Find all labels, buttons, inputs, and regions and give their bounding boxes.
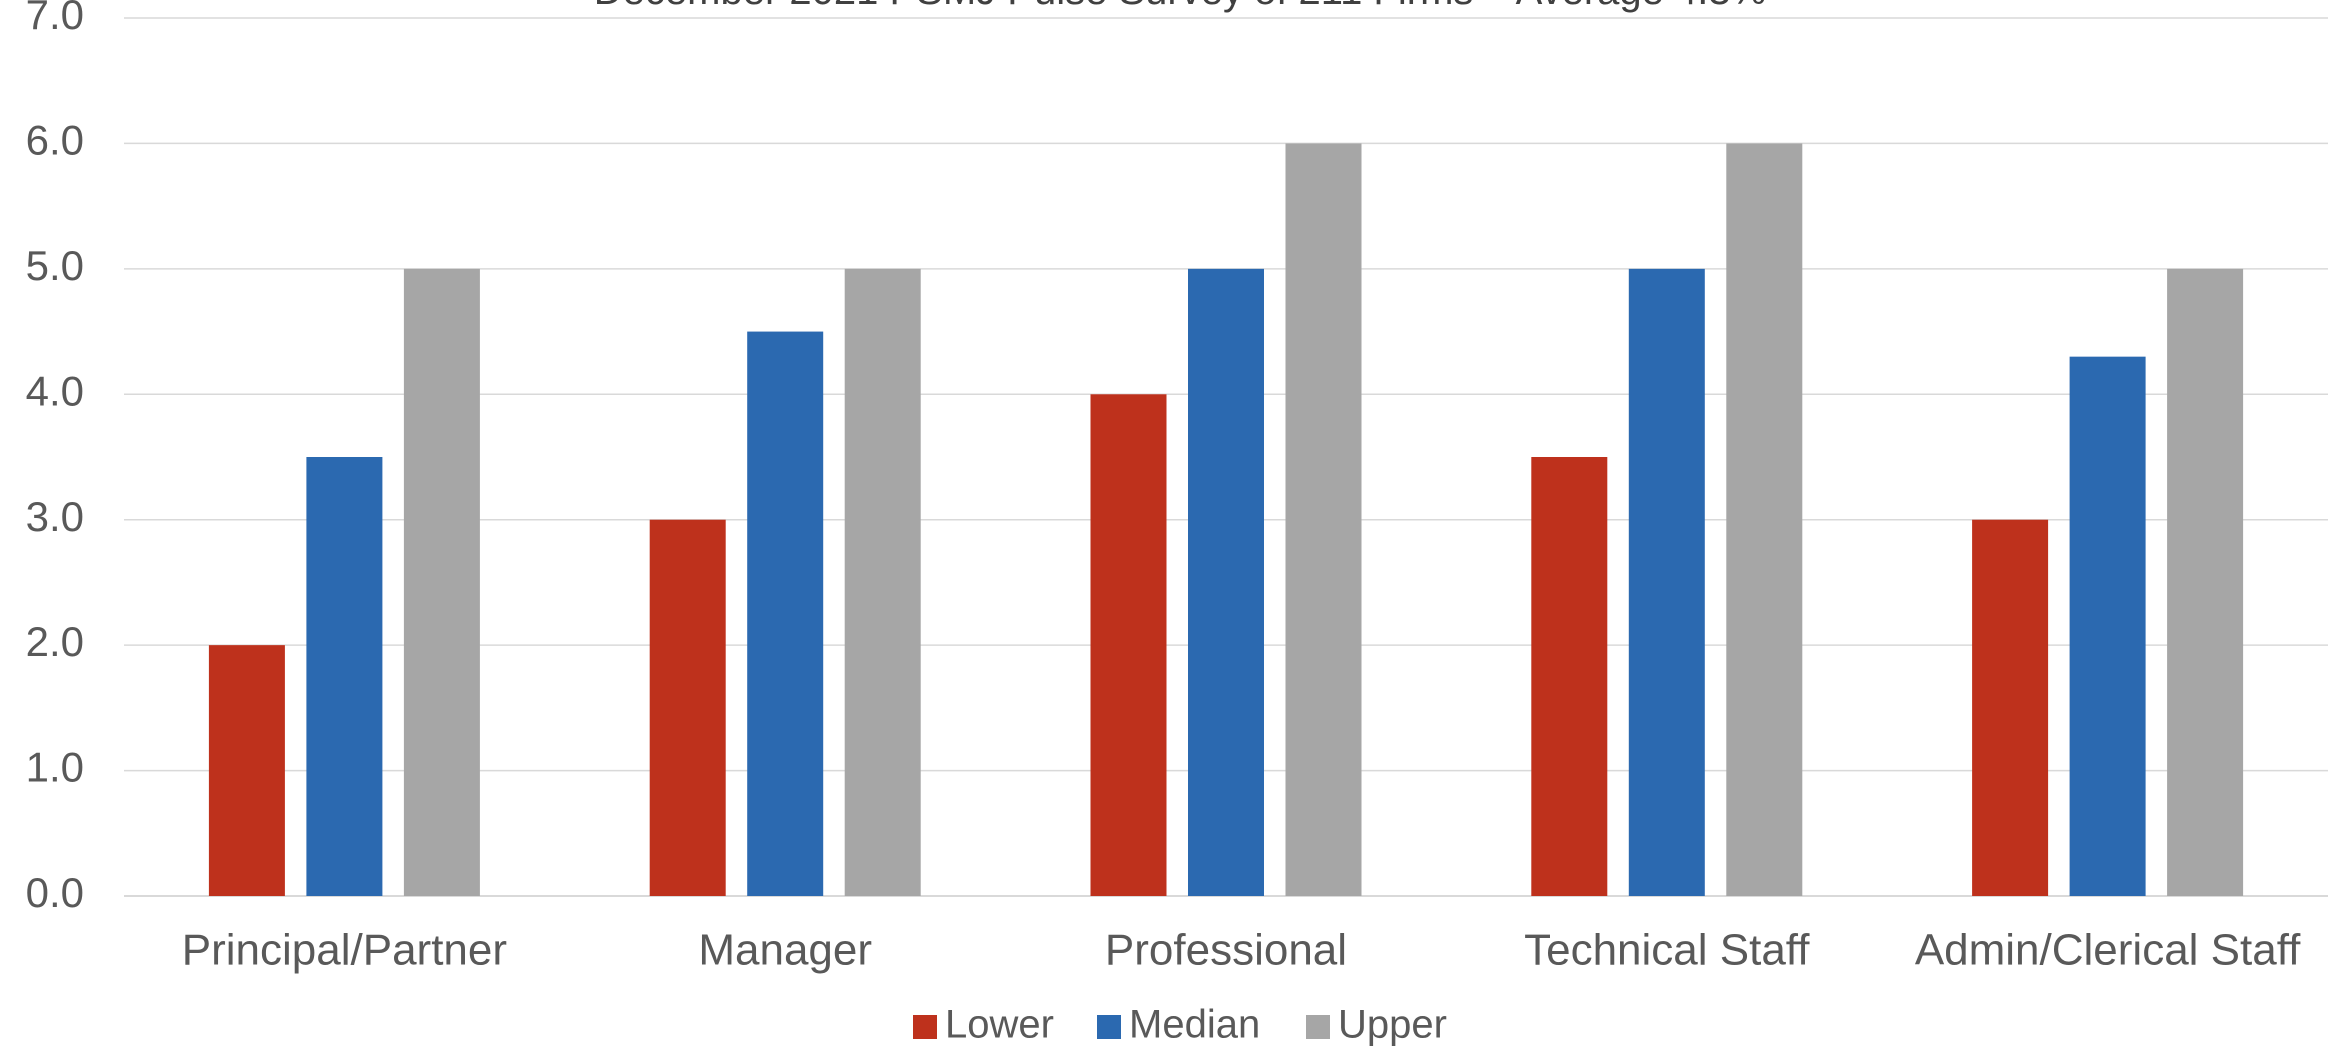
y-tick-label: 0.0 [26, 869, 84, 916]
bar-median-0 [306, 457, 383, 896]
bar-lower-4 [1972, 519, 2049, 896]
x-category-label: Manager [698, 926, 872, 975]
x-axis-category-labels: Principal/Partner Manager Professional Tech… [182, 926, 2301, 975]
bar-lower-1 [649, 519, 726, 896]
bar-upper-2 [1285, 143, 1362, 896]
legend-swatch-lower [913, 1015, 937, 1039]
y-tick-label: 3.0 [26, 493, 84, 540]
bar-upper-0 [403, 268, 480, 896]
bar-upper-1 [844, 268, 921, 896]
legend-swatch-median [1097, 1015, 1121, 1039]
bar-lower-3 [1531, 457, 1608, 896]
y-tick-label: 6.0 [26, 117, 84, 164]
y-tick-label: 2.0 [26, 618, 84, 665]
y-tick-label: 7.0 [26, 0, 84, 38]
bars [208, 143, 2244, 897]
legend: Lower Median Upper [913, 1003, 1447, 1047]
bar-lower-0 [208, 645, 285, 896]
bar-median-3 [1628, 268, 1705, 896]
x-category-label: Principal/Partner [182, 926, 507, 975]
y-axis-tick-labels: 0.0 1.0 2.0 3.0 4.0 5.0 6.0 7.0 [26, 0, 84, 916]
y-tick-label: 5.0 [26, 242, 84, 289]
bar-median-4 [2069, 356, 2146, 897]
y-tick-label: 4.0 [26, 367, 84, 414]
bar-upper-3 [1726, 143, 1803, 896]
bar-median-1 [747, 331, 824, 897]
x-category-label: Admin/Clerical Staff [1915, 926, 2301, 975]
x-category-label: Technical Staff [1524, 926, 1810, 975]
bar-lower-2 [1090, 394, 1167, 896]
legend-label-upper: Upper [1338, 1003, 1447, 1047]
chart-title: December 2021 PSMJ Pulse Survey of 211 F… [594, 0, 1766, 13]
legend-label-lower: Lower [945, 1003, 1054, 1047]
x-category-label: Professional [1105, 926, 1347, 975]
y-tick-label: 1.0 [26, 744, 84, 791]
legend-swatch-upper [1306, 1015, 1330, 1039]
bar-median-2 [1188, 268, 1264, 896]
legend-label-median: Median [1129, 1003, 1260, 1047]
bar-upper-4 [2167, 268, 2244, 896]
